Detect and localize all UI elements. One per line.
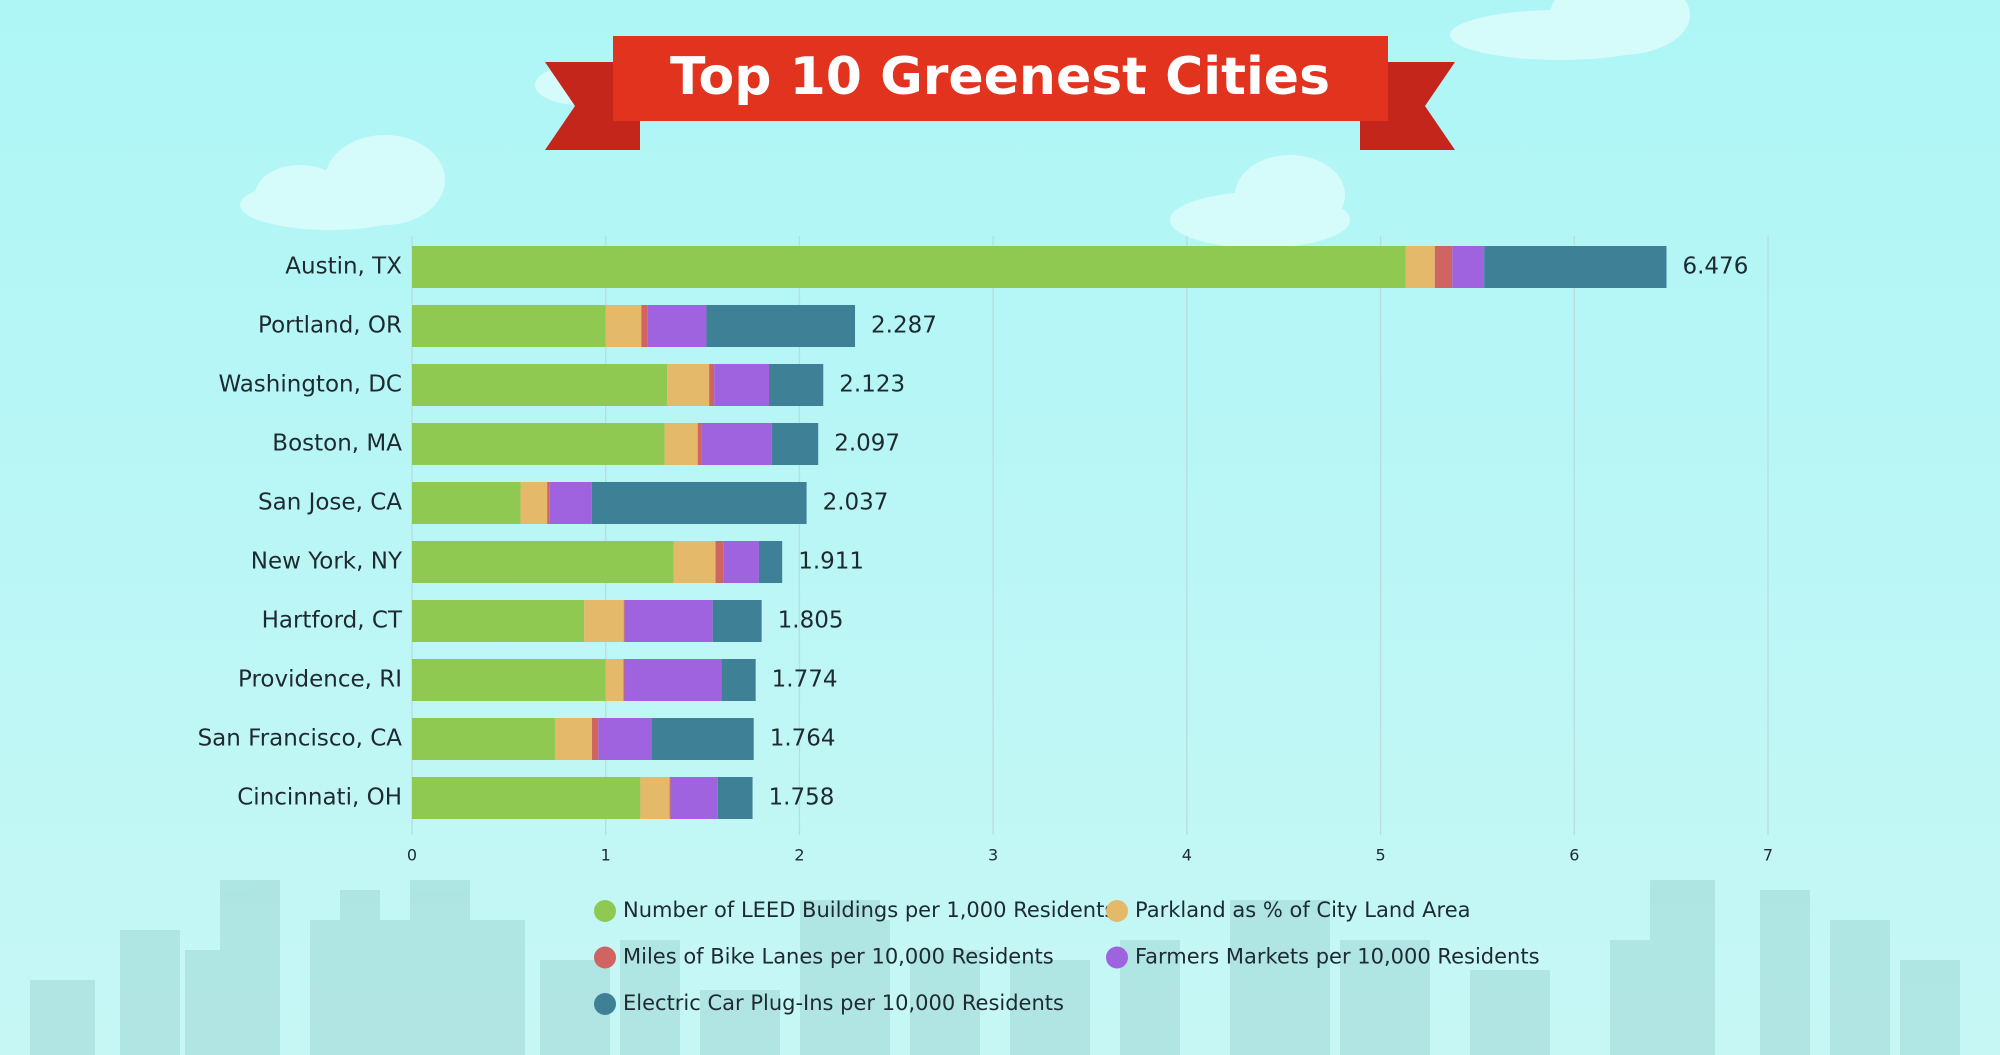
legend-label: Electric Car Plug-Ins per 10,000 Residen… [623,991,1064,1015]
legend-label: Farmers Markets per 10,000 Residents [1135,945,1540,969]
x-tick-label: 4 [1182,846,1192,865]
bar-segment [412,364,668,406]
bar-segment [412,659,606,701]
bar-segment [624,600,713,642]
bar-segment [1484,246,1667,288]
bar-segment [591,482,807,524]
y-tick-label: Portland, OR [258,313,402,339]
bar-segment [717,777,753,819]
y-tick-label: Cincinnati, OH [237,785,402,811]
bar-segment [758,541,783,583]
chart-title: Top 10 Greenest Cities [670,47,1330,107]
bar-segment [412,482,521,524]
clouds [240,0,1690,248]
y-tick-label: Providence, RI [238,667,402,693]
bar-segment [412,777,641,819]
total-label: 1.774 [772,667,838,693]
y-tick-label: San Jose, CA [258,490,402,516]
bar-segment [605,659,624,701]
bar-segment [667,364,710,406]
legend-swatch [594,900,616,922]
bar-segment [412,600,585,642]
y-tick-label: New York, NY [251,549,403,575]
bar-segment [652,718,754,760]
total-label: 2.097 [834,431,900,457]
bar-segment [584,600,624,642]
bar-segment [412,718,555,760]
bar-segment [669,777,671,819]
bar-segment [623,600,625,642]
x-tick-label: 7 [1763,846,1773,865]
total-label: 1.764 [770,726,836,752]
bar-segment [721,659,756,701]
bar-segment [554,718,592,760]
x-tick-label: 3 [988,846,998,865]
bar-segment [412,541,674,583]
bar-segment [549,482,592,524]
x-tick-label: 0 [407,846,417,865]
bar-segment [712,600,762,642]
bar-segment [641,305,648,347]
bar-segment [624,659,722,701]
bar-segment [715,541,724,583]
bar-segment [412,423,665,465]
bar-segment [701,423,772,465]
bar-segment [412,246,1406,288]
bar-segment [647,305,707,347]
legend-swatch [594,993,616,1015]
legend-swatch [1106,946,1128,969]
title-banner [545,36,1455,150]
bar-segment [623,659,625,701]
bar-segment [771,423,819,465]
bar-segment [605,305,642,347]
y-tick-label: San Francisco, CA [198,726,403,752]
bar-segment [670,777,718,819]
total-label: 1.911 [798,549,864,575]
x-tick-label: 5 [1375,846,1385,865]
legend-label: Miles of Bike Lanes per 10,000 Residents [623,945,1054,969]
total-label: 2.037 [823,490,889,516]
x-tick-label: 2 [794,846,804,865]
bar-segment [598,718,653,760]
total-label: 1.758 [769,785,835,811]
bar-segment [1405,246,1435,288]
legend-swatch [594,946,616,969]
total-label: 2.287 [871,313,937,339]
x-tick-label: 6 [1569,846,1579,865]
bar-segment [1452,246,1485,288]
bar-segment [1434,246,1453,288]
bar-segment [520,482,548,524]
total-label: 6.476 [1682,254,1748,280]
bar-segment [769,364,824,406]
bar-segment [709,364,715,406]
bar-segment [673,541,716,583]
city-skyline [30,880,1960,1055]
total-label: 2.123 [839,372,905,398]
bar-segment [664,423,698,465]
x-tick-label: 1 [601,846,611,865]
bar-segment [714,364,770,406]
bar-segment [591,718,599,760]
legend-swatch [1106,900,1128,922]
bar-segment [723,541,759,583]
bar-segment [706,305,856,347]
total-label: 1.805 [778,608,844,634]
bar-segment [412,305,606,347]
legend-label: Number of LEED Buildings per 1,000 Resid… [623,898,1115,922]
y-tick-label: Boston, MA [272,431,402,457]
bar-segment [697,423,702,465]
y-tick-label: Austin, TX [285,254,402,280]
bar-segment [547,482,550,524]
y-tick-label: Washington, DC [218,372,402,398]
legend-label: Parkland as % of City Land Area [1135,898,1470,922]
y-tick-label: Hartford, CT [262,608,403,634]
bar-segment [640,777,670,819]
